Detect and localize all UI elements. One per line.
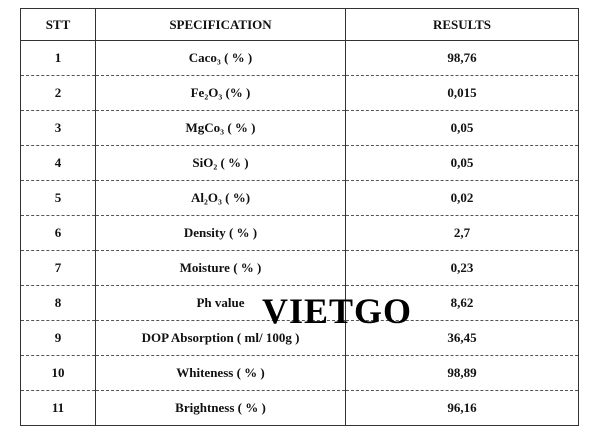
table-row: 11 Brightness ( % ) 96,16 bbox=[20, 390, 579, 426]
table-row: 1 Caco₃ ( % ) 98,76 bbox=[20, 40, 579, 76]
table-cell: 3 bbox=[20, 110, 96, 146]
table-cell: 0,02 bbox=[345, 180, 579, 216]
header-row: STT SPECIFICATION RESULTS bbox=[20, 8, 579, 41]
table-cell: 4 bbox=[20, 145, 96, 181]
table-cell: 0,05 bbox=[345, 110, 579, 146]
table-cell: 2,7 bbox=[345, 215, 579, 251]
table-cell: 0,23 bbox=[345, 250, 579, 286]
table-cell: 11 bbox=[20, 390, 96, 426]
table-cell: Ph value bbox=[95, 285, 346, 321]
table-cell: 6 bbox=[20, 215, 96, 251]
table-cell: SiO₂ ( % ) bbox=[95, 145, 346, 181]
table-cell: 0,05 bbox=[345, 145, 579, 181]
table-row: 6 Density ( % ) 2,7 bbox=[20, 215, 579, 251]
table-cell: 0,015 bbox=[345, 75, 579, 111]
table-cell: 2 bbox=[20, 75, 96, 111]
table-cell: Brightness ( % ) bbox=[95, 390, 346, 426]
table-cell: 7 bbox=[20, 250, 96, 286]
table-row: 2 Fe₂O₃ (% ) 0,015 bbox=[20, 75, 579, 111]
table-cell: 8 bbox=[20, 285, 96, 321]
table-row: 9 DOP Absorption ( ml/ 100g ) 36,45 bbox=[20, 320, 579, 356]
table-cell: Fe₂O₃ (% ) bbox=[95, 75, 346, 111]
table-cell: 8,62 bbox=[345, 285, 579, 321]
header-cell: RESULTS bbox=[345, 8, 579, 41]
table-row: 4 SiO₂ ( % ) 0,05 bbox=[20, 145, 579, 181]
table-cell: 5 bbox=[20, 180, 96, 216]
spec-table: STT SPECIFICATION RESULTS 1 Caco₃ ( % ) 98,7… bbox=[20, 8, 579, 426]
header-cell: STT bbox=[20, 8, 96, 41]
table-cell: 98,89 bbox=[345, 355, 579, 391]
header-cell: SPECIFICATION bbox=[95, 8, 346, 41]
table-row: 3 MgCo₃ ( % ) 0,05 bbox=[20, 110, 579, 146]
table-cell: Moisture ( % ) bbox=[95, 250, 346, 286]
table-cell: MgCo₃ ( % ) bbox=[95, 110, 346, 146]
table-row: 8 Ph value 8,62 bbox=[20, 285, 579, 321]
table-cell: 36,45 bbox=[345, 320, 579, 356]
table-cell: 1 bbox=[20, 40, 96, 76]
table-body: 1 Caco₃ ( % ) 98,76 2 Fe₂O₃ (% ) 0,015 3 MgCo₃ … bbox=[20, 40, 579, 426]
table-row: 5 Al₂O₃ ( %) 0,02 bbox=[20, 180, 579, 216]
table-cell: Density ( % ) bbox=[95, 215, 346, 251]
table-cell: Whiteness ( % ) bbox=[95, 355, 346, 391]
table-cell: 96,16 bbox=[345, 390, 579, 426]
table-cell: 10 bbox=[20, 355, 96, 391]
table-row: 10 Whiteness ( % ) 98,89 bbox=[20, 355, 579, 391]
table-cell: 98,76 bbox=[345, 40, 579, 76]
table-row: 7 Moisture ( % ) 0,23 bbox=[20, 250, 579, 286]
table-cell: Al₂O₃ ( %) bbox=[95, 180, 346, 216]
table-cell: Caco₃ ( % ) bbox=[95, 40, 346, 76]
watermark: VIETGO bbox=[262, 291, 413, 331]
table-cell: 9 bbox=[20, 320, 96, 356]
table-cell: DOP Absorption ( ml/ 100g ) bbox=[95, 320, 346, 356]
